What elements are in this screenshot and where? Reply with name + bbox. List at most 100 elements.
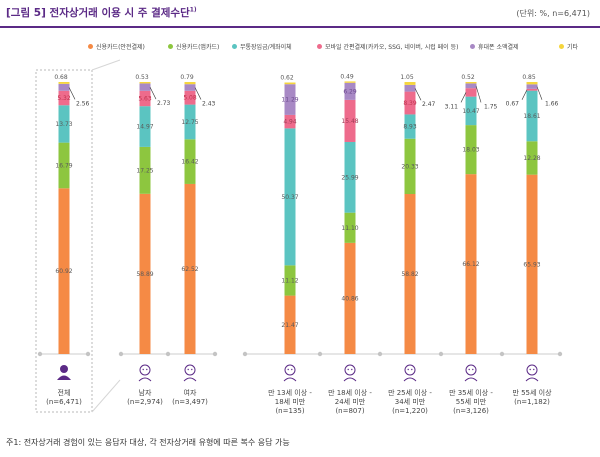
bar-segment xyxy=(404,84,416,92)
data-label: 65.93 xyxy=(523,261,540,268)
legend-swatch xyxy=(168,44,173,49)
data-label: 58.89 xyxy=(136,271,153,278)
data-label: 0.79 xyxy=(180,74,194,81)
data-label: 18.03 xyxy=(462,147,479,154)
senior-face-icon xyxy=(525,364,539,382)
data-label: 16.79 xyxy=(55,162,72,169)
data-label: 4.94 xyxy=(283,119,297,126)
data-label: 0.67 xyxy=(506,101,520,108)
bar-segment xyxy=(344,81,356,83)
icon-eye xyxy=(347,368,349,371)
bar-segment xyxy=(526,88,538,91)
group-label: 24세 미만 xyxy=(335,397,366,406)
data-label: 14.97 xyxy=(136,124,153,131)
data-label: 62.52 xyxy=(181,266,198,273)
data-label: 50.37 xyxy=(281,194,298,201)
bar-segment xyxy=(139,82,151,84)
bar-segment xyxy=(58,188,70,354)
baseline-node xyxy=(377,351,383,357)
young-adult-face-icon xyxy=(343,364,357,382)
bar-segment xyxy=(139,193,151,354)
bar-segment xyxy=(58,90,70,106)
icon-eye xyxy=(291,368,293,371)
data-label: 58.82 xyxy=(401,271,418,278)
icon-body xyxy=(403,377,417,382)
legend-label: 무통장입금/계좌이체 xyxy=(240,44,292,51)
baseline-node xyxy=(212,351,218,357)
legend-label: 기타 xyxy=(567,44,579,51)
data-label: 11.10 xyxy=(341,225,358,232)
figure-title-text: [그림 5] 전자상거래 이용 시 주 결제수단 xyxy=(6,7,190,19)
middle-age-face-icon xyxy=(464,364,478,382)
icon-head xyxy=(139,364,151,376)
data-label: 5.63 xyxy=(138,96,152,103)
callout-line xyxy=(475,85,482,103)
bar-segment xyxy=(526,174,538,354)
bar-segment xyxy=(404,91,416,115)
legend-item: 모바일 간편결제(카카오, SSG, 네이버, 시럽 페이 등) xyxy=(317,42,458,51)
data-label: 0.62 xyxy=(280,75,294,82)
icon-body xyxy=(525,377,539,382)
data-label: 18.61 xyxy=(523,113,540,120)
data-label: 0.68 xyxy=(54,74,68,81)
data-label: 15.48 xyxy=(341,118,358,125)
figure-title: [그림 5] 전자상거래 이용 시 주 결제수단1) xyxy=(6,5,197,20)
icon-head xyxy=(465,364,477,376)
icon-head xyxy=(344,364,356,376)
icon-head xyxy=(60,365,68,373)
baseline-node xyxy=(85,351,91,357)
unit-note: (단위: %, n=6,471) xyxy=(516,9,590,18)
data-label: 10.47 xyxy=(462,108,479,115)
icon-body xyxy=(138,377,152,382)
group-label: 여자 xyxy=(184,388,197,397)
female-person-icon xyxy=(183,364,197,382)
bar-segment xyxy=(465,125,477,175)
bar-group: 40.86 11.10 25.99 0.49 15.48 6.29 xyxy=(340,73,359,354)
icon-eye xyxy=(529,368,531,371)
data-label: 21.47 xyxy=(281,322,298,329)
legend-label: 휴대폰 소액결제 xyxy=(478,44,519,51)
data-label: 40.86 xyxy=(341,295,358,302)
bar-segment xyxy=(465,174,477,354)
footnote: 주1: 전자상거래 경험이 있는 응답자 대상, 각 전자상거래 유형에 따른 … xyxy=(6,438,290,447)
legend-swatch xyxy=(470,44,475,49)
data-label: 1.66 xyxy=(545,101,559,108)
data-label: 3.11 xyxy=(445,103,459,110)
icon-eye xyxy=(142,368,144,371)
bar-segment xyxy=(58,142,70,189)
bar-segment xyxy=(465,83,477,89)
icon-body xyxy=(464,377,478,382)
data-label: 1.05 xyxy=(400,74,414,81)
group-n-label: (n=1,220) xyxy=(392,407,428,415)
legend-item: 무통장입금/계좌이체 xyxy=(232,42,292,51)
data-label: 0.49 xyxy=(340,73,354,80)
adult-face-icon xyxy=(403,364,417,382)
icon-eye xyxy=(146,368,148,371)
bar-segment xyxy=(58,82,70,84)
icon-head xyxy=(404,364,416,376)
callout-line xyxy=(414,88,422,101)
icon-eye xyxy=(191,368,193,371)
bar-group: 58.82 20.33 8.93 1.05 8.39 2.47 xyxy=(400,74,436,354)
baseline-node xyxy=(438,351,444,357)
group-person-icon xyxy=(57,365,71,380)
icon-eye xyxy=(351,368,353,371)
group-label: 전체 xyxy=(58,388,71,397)
baseline-node xyxy=(118,351,124,357)
group-n-label: (n=807) xyxy=(335,407,364,415)
bar-segment xyxy=(184,90,196,105)
bar-segment xyxy=(58,105,70,143)
baseline-node xyxy=(165,351,171,357)
group-n-label: (n=6,471) xyxy=(46,398,82,406)
legend-item: 신용카드(안전결제) xyxy=(88,42,145,51)
bar-segment xyxy=(139,106,151,147)
group-label: 만 35세 이상 - xyxy=(449,388,493,397)
baseline-node xyxy=(317,351,323,357)
bar-segment xyxy=(284,265,296,296)
bar-segment xyxy=(139,83,151,91)
callout-line xyxy=(149,87,157,100)
data-label: 11.12 xyxy=(281,277,298,284)
bar-segment xyxy=(184,183,196,354)
icon-eye xyxy=(187,368,189,371)
